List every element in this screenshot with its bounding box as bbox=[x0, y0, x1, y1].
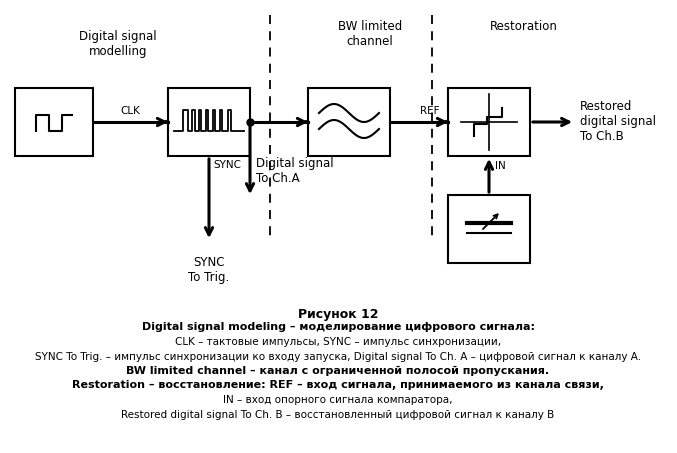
Bar bbox=[168, 88, 250, 156]
Text: IN – вход опорного сигнала компаратора,: IN – вход опорного сигнала компаратора, bbox=[223, 395, 453, 405]
Text: CLK: CLK bbox=[120, 106, 140, 116]
Text: Restored
digital signal
To Ch.B: Restored digital signal To Ch.B bbox=[580, 101, 656, 144]
Text: Рисунок 12: Рисунок 12 bbox=[298, 308, 378, 321]
Text: Digital signal modeling – моделирование цифрового сигнала:: Digital signal modeling – моделирование … bbox=[141, 323, 535, 333]
Text: BW limited
channel: BW limited channel bbox=[338, 20, 402, 48]
Bar bbox=[15, 88, 93, 156]
Text: SYNC: SYNC bbox=[213, 160, 241, 170]
Text: CLK – тактовые импульсы, SYNC – импульс синхронизации,: CLK – тактовые импульсы, SYNC – импульс … bbox=[175, 337, 501, 347]
Text: SYNC
To Trig.: SYNC To Trig. bbox=[188, 256, 230, 284]
Text: Restoration – восстановление: REF – вход сигнала, принимаемого из канала связи,: Restoration – восстановление: REF – вход… bbox=[72, 381, 604, 390]
Text: Digital signal
To Ch.A: Digital signal To Ch.A bbox=[256, 157, 334, 185]
Bar bbox=[448, 88, 530, 156]
Bar bbox=[448, 195, 530, 263]
Text: IN: IN bbox=[495, 161, 506, 171]
Text: SYNC To Trig. – импульс синхронизации ко входу запуска, Digital signal To Ch. A : SYNC To Trig. – импульс синхронизации ко… bbox=[35, 352, 641, 361]
Text: Restoration: Restoration bbox=[490, 20, 558, 33]
Text: Digital signal
modelling: Digital signal modelling bbox=[79, 30, 157, 58]
Bar bbox=[308, 88, 390, 156]
Text: Restored digital signal To Ch. B – восстановленный цифровой сигнал к каналу B: Restored digital signal To Ch. B – восст… bbox=[121, 410, 554, 419]
Text: BW limited channel – канал с ограниченной полосой пропускания.: BW limited channel – канал с ограниченно… bbox=[127, 366, 550, 376]
Text: REF: REF bbox=[420, 106, 440, 116]
